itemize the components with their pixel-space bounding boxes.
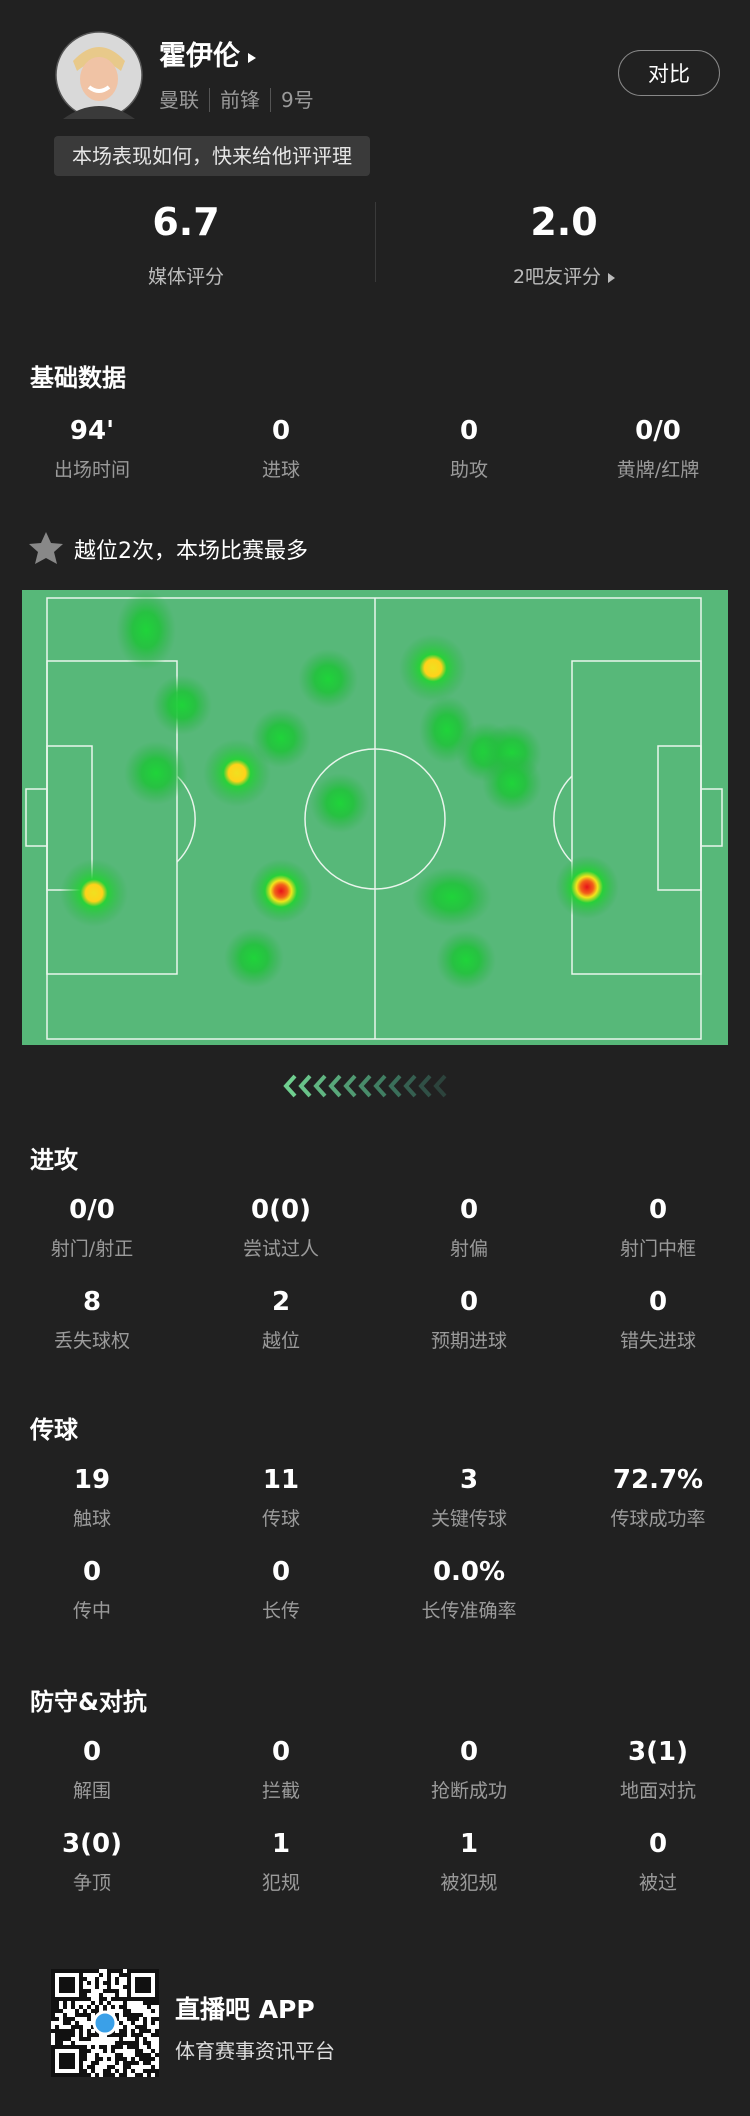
stat-label: 抢断成功 [430, 1780, 507, 1802]
stat-label: 传球成功率 [610, 1508, 706, 1530]
divider [375, 202, 376, 282]
stat-label: 助攻 [449, 459, 488, 481]
stat-value: 19 [73, 1465, 111, 1495]
stat-value: 1 [271, 1829, 291, 1859]
team: 曼联 [159, 88, 199, 112]
stat-value: 0 [459, 1287, 479, 1317]
stat-label: 解围 [72, 1780, 111, 1802]
compare-button[interactable]: 对比 [618, 50, 720, 96]
stat-value: 0 [271, 416, 291, 446]
stat-label: 预期进球 [430, 1330, 507, 1352]
heat-spots [60, 590, 619, 990]
stat-label: 传中 [72, 1600, 111, 1622]
stat-label: 射偏 [449, 1238, 488, 1260]
stat-label: 被犯规 [440, 1872, 498, 1894]
stat-label: 触球 [72, 1508, 111, 1530]
stat-value: 94' [69, 416, 115, 446]
rating-prompt[interactable]: 本场表现如何，快来给他评评理 [54, 136, 370, 176]
player-name: 霍伊伦 [159, 34, 256, 73]
stat-label: 丢失球权 [53, 1330, 130, 1352]
section-title: 传球 [30, 1416, 78, 1444]
stat-label: 传球 [261, 1508, 300, 1530]
stat-value: 0 [459, 416, 479, 446]
stat-label: 射门/射正 [50, 1238, 134, 1260]
heatmap [22, 590, 728, 1045]
app-name: 直播吧 APP [175, 1995, 315, 2024]
stat-value: 0 [271, 1557, 291, 1587]
stat-label: 关键传球 [430, 1508, 507, 1530]
stat-value: 3(0) [62, 1829, 122, 1859]
stat-value: 2 [271, 1287, 291, 1317]
stat-label: 被过 [638, 1872, 677, 1894]
stat-label: 犯规 [261, 1872, 300, 1894]
stat-value: 0 [271, 1737, 291, 1767]
stat-value: 8 [82, 1287, 102, 1317]
stat-value: 0 [648, 1829, 668, 1859]
stat-value: 3(1) [628, 1737, 688, 1767]
qr-code [51, 1969, 159, 2077]
stat-label: 拦截 [261, 1780, 300, 1802]
player-info: 曼联 前锋 9号 [159, 88, 324, 112]
fan-rating[interactable]: 2.0 [530, 200, 598, 244]
stat-value: 1 [459, 1829, 479, 1859]
stat-label: 错失进球 [619, 1330, 696, 1352]
stat-label: 地面对抗 [619, 1780, 696, 1802]
stat-value: 0 [459, 1195, 479, 1225]
stat-value: 0 [82, 1737, 102, 1767]
app-tagline: 体育赛事资讯平台 [175, 2039, 335, 2063]
star-icon [29, 532, 63, 564]
pitch-lines [25, 597, 723, 1040]
section-title: 基础数据 [30, 364, 126, 392]
stat-value: 0 [82, 1557, 102, 1587]
position: 前锋 [209, 88, 270, 112]
stat-label: 出场时间 [53, 459, 130, 481]
stat-label: 长传 [261, 1600, 300, 1622]
stat-label: 黄牌/红牌 [616, 459, 700, 481]
stat-value: 0 [648, 1195, 668, 1225]
stat-label: 射门中框 [619, 1238, 696, 1260]
stat-value: 0(0) [251, 1195, 311, 1225]
stat-label: 争顶 [72, 1872, 111, 1894]
highlight: 越位2次，本场比赛最多 [74, 539, 308, 564]
stat-value: 0 [459, 1737, 479, 1767]
media-rating: 6.7 [152, 200, 220, 244]
stat-value: 3 [459, 1465, 479, 1495]
stat-value: 0 [648, 1287, 668, 1317]
stat-label: 尝试过人 [242, 1238, 319, 1260]
stat-label: 越位 [261, 1330, 300, 1352]
stat-label: 进球 [261, 459, 300, 481]
stat-value: 0/0 [69, 1195, 115, 1225]
section-title: 防守&对抗 [30, 1688, 147, 1716]
fan-rating-label[interactable]: 2吧友评分 [414, 262, 714, 289]
stat-value: 72.7% [612, 1465, 704, 1495]
scroll-arrows [283, 1074, 447, 1098]
number: 9号 [270, 88, 324, 112]
avatar [55, 31, 143, 119]
stat-value: 11 [262, 1465, 300, 1495]
media-rating-label: 媒体评分 [147, 266, 224, 288]
stat-value: 0.0% [432, 1557, 506, 1587]
section-title: 进攻 [30, 1146, 78, 1174]
stat-label: 长传准确率 [421, 1600, 517, 1622]
stat-value: 0/0 [635, 416, 681, 446]
